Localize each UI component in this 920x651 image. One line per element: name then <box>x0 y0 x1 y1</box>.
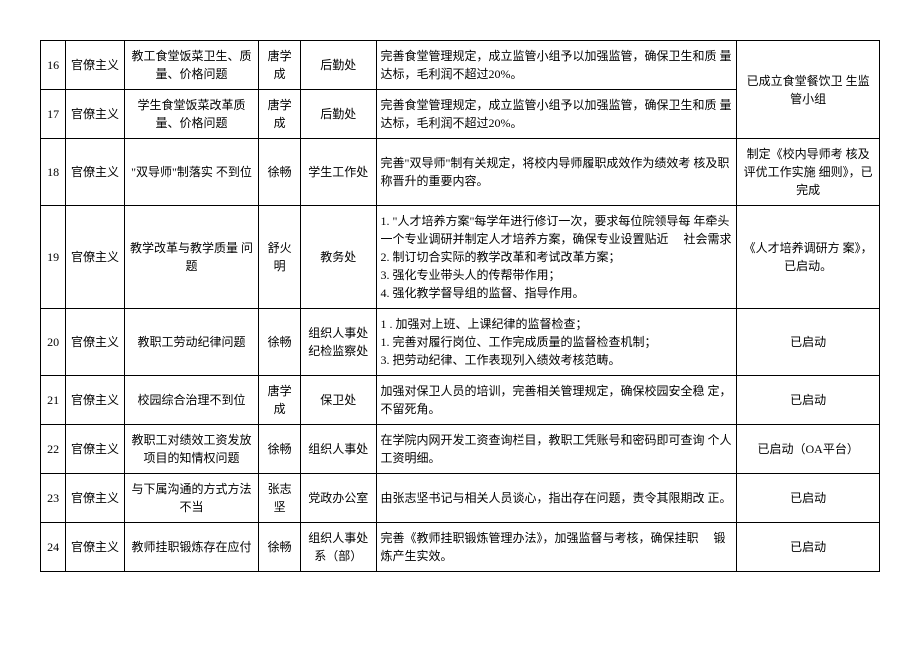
cell-cat: 官僚主义 <box>66 309 125 376</box>
cell-status: 已成立食堂餐饮卫 生监管小组 <box>737 41 880 139</box>
cell-cat: 官僚主义 <box>66 376 125 425</box>
cell-issue: 校园综合治理不到位 <box>124 376 258 425</box>
cell-person: 唐学成 <box>259 376 301 425</box>
table-row: 24 官僚主义 教师挂职锻炼存在应付 徐畅 组织人事处 系（部） 完善《教师挂职… <box>41 523 880 572</box>
cell-measure: 加强对保卫人员的培训，完善相关管理规定，确保校园安全稳 定，不留死角。 <box>376 376 737 425</box>
cell-measure: 由张志坚书记与相关人员谈心，指出存在问题，责令其限期改 正。 <box>376 474 737 523</box>
cell-issue: "双导师"制落实 不到位 <box>124 139 258 206</box>
table-row: 16 官僚主义 教工食堂饭菜卫生、质 量、价格问题 唐学成 后勤处 完善食堂管理… <box>41 41 880 90</box>
cell-issue: 学生食堂饭菜改革质 量、价格问题 <box>124 90 258 139</box>
cell-status: 已启动 <box>737 376 880 425</box>
cell-num: 18 <box>41 139 66 206</box>
cell-status: 已启动 <box>737 309 880 376</box>
cell-num: 16 <box>41 41 66 90</box>
table-row: 21 官僚主义 校园综合治理不到位 唐学成 保卫处 加强对保卫人员的培训，完善相… <box>41 376 880 425</box>
cell-person: 徐畅 <box>259 523 301 572</box>
cell-dept: 保卫处 <box>301 376 377 425</box>
cell-num: 24 <box>41 523 66 572</box>
cell-cat: 官僚主义 <box>66 474 125 523</box>
issues-table: 16 官僚主义 教工食堂饭菜卫生、质 量、价格问题 唐学成 后勤处 完善食堂管理… <box>40 40 880 572</box>
cell-status: 已启动 <box>737 523 880 572</box>
cell-measure: 完善食堂管理规定，成立监管小组予以加强监管，确保卫生和质 量达标，毛利润不超过2… <box>376 90 737 139</box>
cell-person: 唐学成 <box>259 41 301 90</box>
cell-dept: 学生工作处 <box>301 139 377 206</box>
cell-num: 20 <box>41 309 66 376</box>
cell-issue: 教职工劳动纪律问题 <box>124 309 258 376</box>
cell-dept: 教务处 <box>301 206 377 309</box>
cell-cat: 官僚主义 <box>66 425 125 474</box>
cell-issue: 教师挂职锻炼存在应付 <box>124 523 258 572</box>
cell-dept: 组织人事处 纪检监察处 <box>301 309 377 376</box>
cell-status: 已启动（OA平台） <box>737 425 880 474</box>
cell-dept: 党政办公室 <box>301 474 377 523</box>
cell-status: 制定《校内导师考 核及评优工作实施 细则》，已完成 <box>737 139 880 206</box>
table-row: 23 官僚主义 与下属沟通的方式方法 不当 张志坚 党政办公室 由张志坚书记与相… <box>41 474 880 523</box>
cell-measure: 完善《教师挂职锻炼管理办法》，加强监督与考核，确保挂职 锻炼产生实效。 <box>376 523 737 572</box>
cell-measure: 完善"双导师"制有关规定，将校内导师履职成效作为绩效考 核及职称晋升的重要内容。 <box>376 139 737 206</box>
cell-cat: 官僚主义 <box>66 523 125 572</box>
cell-person: 徐畅 <box>259 139 301 206</box>
cell-issue: 教工食堂饭菜卫生、质 量、价格问题 <box>124 41 258 90</box>
cell-issue: 教学改革与教学质量 问题 <box>124 206 258 309</box>
cell-num: 22 <box>41 425 66 474</box>
cell-measure: 1 . 加强对上班、上课纪律的监督检查；1. 完善对履行岗位、工作完成质量的监督… <box>376 309 737 376</box>
cell-dept: 组织人事处 <box>301 425 377 474</box>
cell-person: 徐畅 <box>259 309 301 376</box>
cell-num: 19 <box>41 206 66 309</box>
cell-measure: 1. "人才培养方案"每学年进行修订一次，要求每位院领导每 年牵头一个专业调研并… <box>376 206 737 309</box>
table-row: 20 官僚主义 教职工劳动纪律问题 徐畅 组织人事处 纪检监察处 1 . 加强对… <box>41 309 880 376</box>
cell-status: 已启动 <box>737 474 880 523</box>
cell-cat: 官僚主义 <box>66 206 125 309</box>
cell-dept: 组织人事处 系（部） <box>301 523 377 572</box>
cell-cat: 官僚主义 <box>66 139 125 206</box>
cell-dept: 后勤处 <box>301 90 377 139</box>
cell-measure: 完善食堂管理规定，成立监管小组予以加强监管，确保卫生和质 量达标，毛利润不超过2… <box>376 41 737 90</box>
cell-issue: 教职工对绩效工资发放 项目的知情权问题 <box>124 425 258 474</box>
cell-num: 21 <box>41 376 66 425</box>
table-row: 22 官僚主义 教职工对绩效工资发放 项目的知情权问题 徐畅 组织人事处 在学院… <box>41 425 880 474</box>
cell-dept: 后勤处 <box>301 41 377 90</box>
cell-cat: 官僚主义 <box>66 90 125 139</box>
cell-person: 张志坚 <box>259 474 301 523</box>
table-row: 18 官僚主义 "双导师"制落实 不到位 徐畅 学生工作处 完善"双导师"制有关… <box>41 139 880 206</box>
cell-measure: 在学院内网开发工资查询栏目，教职工凭账号和密码即可查询 个人工资明细。 <box>376 425 737 474</box>
cell-person: 舒火明 <box>259 206 301 309</box>
cell-num: 23 <box>41 474 66 523</box>
cell-person: 唐学成 <box>259 90 301 139</box>
cell-cat: 官僚主义 <box>66 41 125 90</box>
cell-issue: 与下属沟通的方式方法 不当 <box>124 474 258 523</box>
table-row: 19 官僚主义 教学改革与教学质量 问题 舒火明 教务处 1. "人才培养方案"… <box>41 206 880 309</box>
cell-person: 徐畅 <box>259 425 301 474</box>
cell-status: 《人才培养调研方 案》，已启动。 <box>737 206 880 309</box>
cell-num: 17 <box>41 90 66 139</box>
